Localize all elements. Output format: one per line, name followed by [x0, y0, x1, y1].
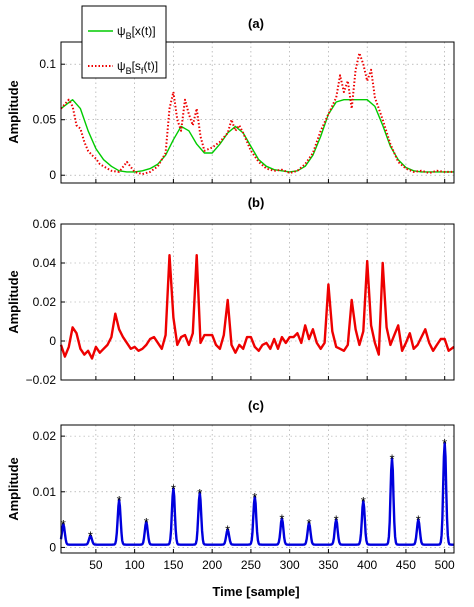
panel-c-x-tick-label: 200 — [202, 558, 222, 572]
panel-c-x-tick-label: 50 — [89, 558, 103, 572]
panel-a-y-tick-label: 0.1 — [39, 57, 56, 71]
panel-c-series-line — [59, 441, 455, 546]
panel-c-x-ticks: 50 100 150 200 250 300 350 400 450 500 — [89, 558, 455, 572]
panel-c-peak-marker: * — [171, 481, 176, 496]
panel-c-axes-frame — [60, 424, 455, 554]
panel-c-y-tick-label: 0 — [49, 540, 56, 554]
panel-c-peak-marker: * — [361, 494, 366, 509]
x-axis-label: Time [sample] — [212, 584, 299, 599]
legend-entry-psi-sf: ψB[sf(t)] — [117, 59, 158, 76]
panel-a-series — [60, 52, 454, 176]
panel-c-peak-marker: * — [252, 490, 257, 505]
panel-c-x-tick-label: 450 — [396, 558, 416, 572]
panel-a-y-axis-label: Amplitude — [6, 80, 21, 144]
panel-c-peak-marker: * — [334, 513, 339, 528]
panel-b-y-tick-label: 0 — [49, 334, 56, 348]
panel-a: 0 0.05 0.1 — [33, 41, 455, 184]
panel-b: −0.02 0 0.02 0.04 0.06 — [26, 217, 455, 387]
panel-c-peak-marker: * — [416, 513, 421, 528]
panel-a-series-line — [60, 98, 454, 173]
panel-b-y-tick-label: −0.02 — [26, 373, 57, 387]
panel-c-x-tick-label: 100 — [125, 558, 145, 572]
panel-c-y-tick-label: 0.02 — [33, 429, 57, 443]
panel-b-series — [59, 253, 455, 360]
panel-c-peak-marker: * — [144, 515, 149, 530]
panel-c-peak-marker: * — [442, 436, 447, 451]
panel-c-x-tick-label: 250 — [241, 558, 261, 572]
panel-b-y-tick-label: 0.02 — [33, 295, 57, 309]
panel-c-x-tick-label: 150 — [163, 558, 183, 572]
panel-c-peak-marker: * — [279, 511, 284, 526]
panel-c-x-tick-label: 500 — [435, 558, 455, 572]
panel-c-peak-marker: * — [307, 516, 312, 531]
panel-c-y-ticks: 0 0.01 0.02 — [33, 429, 65, 554]
panel-a-legend: ψB[x(t)] ψB[sf(t)] — [81, 5, 167, 79]
panel-c: * * * * * * * * * * * * * * * 0 0.01 0.02 50 100 150 200 250… — [33, 424, 455, 572]
legend-entry-psi-x: ψB[x(t)] — [117, 24, 156, 41]
panel-b-series-line — [59, 253, 455, 360]
panel-c-peak-marker: * — [88, 529, 93, 544]
panel-c-series: * * * * * * * * * * * * * * * — [59, 436, 455, 546]
panel-c-peak-marker: * — [61, 517, 66, 532]
panel-b-y-tick-label: 0.06 — [33, 217, 57, 231]
panel-a-title: (a) — [248, 16, 264, 31]
panel-c-peak-marker: * — [389, 451, 394, 466]
panel-c-peak-marker: * — [225, 523, 230, 538]
panel-b-grid — [61, 223, 454, 381]
panel-c-x-tick-label: 400 — [357, 558, 377, 572]
panel-c-y-tick-label: 0.01 — [33, 485, 57, 499]
panel-b-y-ticks: −0.02 0 0.02 0.04 0.06 — [26, 217, 65, 387]
panel-c-peak-marker: * — [197, 486, 202, 501]
panel-b-y-axis-label: Amplitude — [6, 270, 21, 334]
panel-a-y-ticks: 0 0.05 0.1 — [33, 57, 65, 182]
panel-a-y-tick-label: 0.05 — [33, 113, 57, 127]
panel-b-y-tick-label: 0.04 — [33, 256, 57, 270]
panel-c-y-axis-label: Amplitude — [6, 457, 21, 521]
panel-a-axes-frame — [60, 41, 455, 184]
panel-c-peak-marker: * — [117, 493, 122, 508]
panel-c-x-tick-label: 300 — [280, 558, 300, 572]
panel-c-title: (c) — [248, 398, 264, 413]
panel-a-grid — [61, 42, 454, 183]
panel-c-x-tick-label: 350 — [318, 558, 338, 572]
panel-b-title: (b) — [248, 195, 265, 210]
panel-a-y-tick-label: 0 — [49, 168, 56, 182]
